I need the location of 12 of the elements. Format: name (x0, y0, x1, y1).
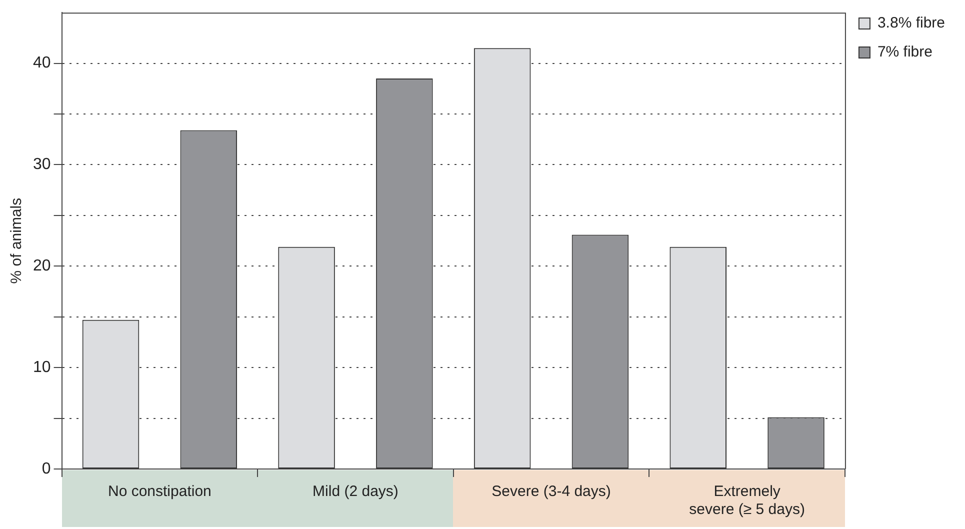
y-tick-label: 20 (33, 258, 51, 275)
legend-label: 3.8% fibre (877, 14, 946, 32)
x-tick-label: Severe (3-4 days) (492, 483, 611, 500)
y-tick-label: 30 (33, 156, 51, 174)
legend-label: 7% fibre (877, 44, 932, 61)
y-tick-label: 40 (33, 54, 51, 72)
y-tick-label: 0 (42, 460, 51, 478)
x-tick-label: No constipation (108, 483, 212, 500)
x-tick-label: Extremely severe (≥ 5 days) (689, 483, 805, 518)
y-axis-title: % of animals (8, 198, 26, 284)
x-tick-label: Mild (2 days) (312, 483, 398, 500)
y-tick-label: 10 (33, 358, 51, 376)
